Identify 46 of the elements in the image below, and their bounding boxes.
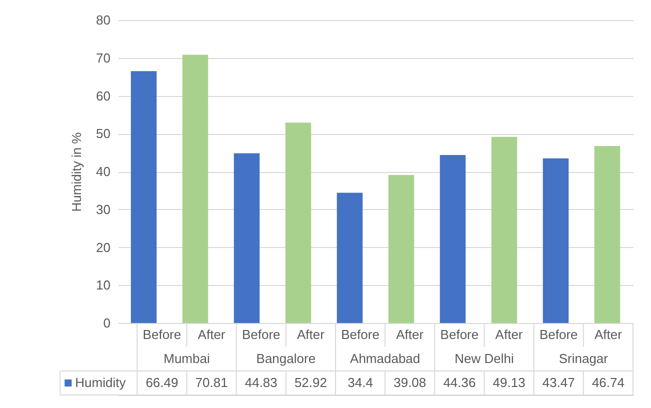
x-tick-label: After	[396, 327, 424, 342]
data-label: 66.49	[146, 375, 178, 390]
x-tick-label: Before	[242, 327, 280, 342]
bar	[594, 146, 620, 323]
x-tick-label: After	[594, 327, 623, 342]
bar	[491, 136, 518, 323]
bar	[542, 158, 569, 323]
y-tick-label: 80	[96, 12, 110, 28]
bar	[182, 54, 208, 323]
x-tick-label: After	[296, 327, 326, 342]
y-tick-label: 20	[96, 240, 110, 255]
data-label: 43.47	[542, 375, 575, 390]
data-label: 46.74	[592, 375, 624, 390]
text: Srinagar	[558, 351, 609, 366]
x-tick-label: After	[495, 327, 524, 342]
y-tick-label: 30	[96, 202, 110, 217]
data-label: 44.36	[443, 375, 476, 390]
bar	[285, 122, 312, 323]
y-axis-title: Humidity in %	[69, 132, 84, 212]
bar	[440, 154, 466, 323]
x-tick-label: Before	[539, 327, 578, 342]
bar	[130, 71, 157, 323]
data-label: 39.08	[394, 375, 426, 390]
y-tick-label: 0	[103, 316, 110, 330]
x-tick-label: Before	[440, 327, 479, 342]
bar	[388, 174, 414, 323]
legend-label: Humidity	[75, 375, 126, 390]
x-tick-label: Before	[142, 327, 182, 342]
data-label: 52.92	[294, 375, 327, 390]
data-label: 49.13	[492, 375, 526, 390]
y-tick-label: 70	[96, 50, 110, 66]
y-tick-label: 50	[96, 126, 110, 142]
data-label: 70.81	[195, 375, 228, 390]
data-label: 44.83	[244, 375, 278, 390]
bar	[234, 153, 260, 323]
text: Bangalore	[256, 351, 316, 366]
data-label: 34.4	[348, 375, 373, 390]
text: Ahmadabad	[350, 351, 420, 366]
y-tick-label: 60	[96, 88, 110, 104]
x-tick-label: After	[198, 327, 226, 342]
text: New Delhi	[454, 351, 514, 366]
y-tick-label: 10	[96, 278, 110, 293]
text: Mumbai	[164, 351, 210, 366]
x-tick-label: Before	[341, 327, 380, 342]
bar	[336, 192, 363, 323]
y-tick-label: 40	[96, 164, 110, 179]
